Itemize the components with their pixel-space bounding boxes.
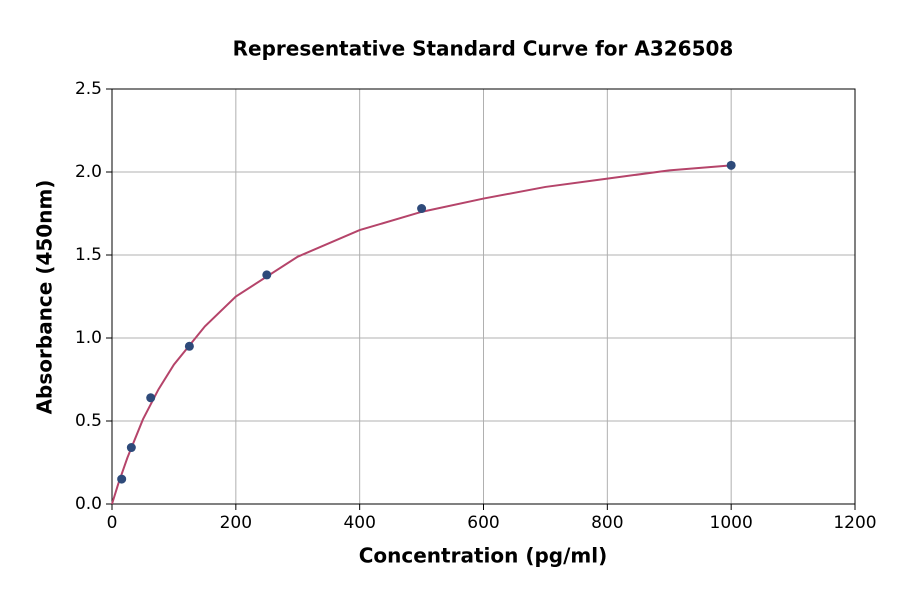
x-tick-label: 200 bbox=[220, 513, 252, 533]
data-point bbox=[146, 393, 156, 403]
data-point bbox=[726, 160, 736, 170]
y-tick-label: 0.5 bbox=[75, 411, 102, 431]
data-point bbox=[262, 270, 272, 280]
data-point bbox=[126, 443, 136, 453]
plot-frame bbox=[111, 88, 856, 505]
y-tick-label: 0.0 bbox=[75, 494, 102, 514]
y-axis-label: Absorbance (450nm) bbox=[33, 180, 57, 415]
data-point bbox=[184, 341, 194, 351]
data-point bbox=[417, 204, 427, 214]
y-tick-label: 2.5 bbox=[75, 79, 102, 99]
y-tick-label: 2.0 bbox=[75, 162, 102, 182]
y-tick-label: 1.5 bbox=[75, 245, 102, 265]
x-axis-label: Concentration (pg/ml) bbox=[359, 544, 608, 568]
y-tick-label: 1.0 bbox=[75, 328, 102, 348]
x-tick-label: 400 bbox=[343, 513, 375, 533]
data-point bbox=[117, 474, 127, 484]
x-tick-label: 800 bbox=[591, 513, 623, 533]
fit-curve bbox=[111, 164, 732, 505]
x-tick-label: 0 bbox=[107, 513, 118, 533]
x-tick-label: 1200 bbox=[833, 513, 876, 533]
chart-title: Representative Standard Curve for A32650… bbox=[233, 37, 734, 61]
x-tick-label: 1000 bbox=[710, 513, 753, 533]
x-tick-label: 600 bbox=[467, 513, 499, 533]
